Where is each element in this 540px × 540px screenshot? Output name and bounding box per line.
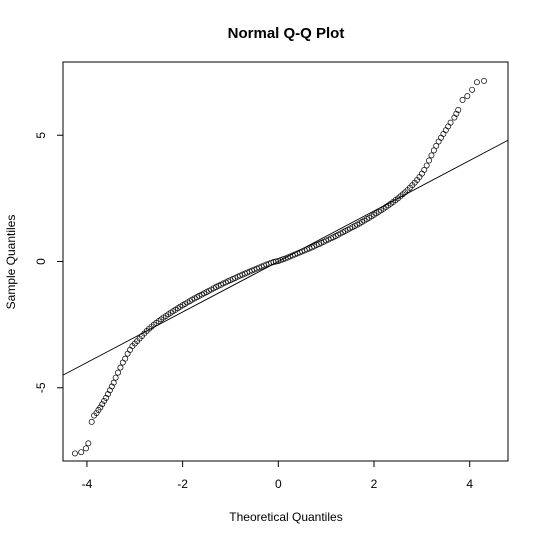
data-point [83, 445, 89, 452]
data-point [451, 114, 458, 121]
data-point [447, 119, 454, 126]
data-point [78, 449, 85, 456]
data-point [112, 374, 119, 381]
data-point [99, 401, 106, 408]
sample-points [72, 77, 488, 457]
y-tick-label: 0 [34, 258, 48, 265]
data-point [481, 77, 488, 84]
data-point [103, 394, 110, 401]
data-point [127, 346, 133, 353]
x-axis: -4 -2 0 2 4 [82, 461, 473, 491]
x-tick-label: -4 [82, 477, 93, 491]
data-point [85, 440, 92, 447]
data-point [115, 369, 121, 376]
data-point [435, 138, 442, 145]
data-point [438, 134, 444, 141]
plot-frame [62, 61, 509, 462]
data-point [93, 410, 100, 416]
reference-line [62, 139, 509, 376]
y-tick-label: -5 [34, 382, 48, 393]
data-point [464, 93, 471, 100]
data-point [101, 397, 108, 404]
y-axis-label: Sample Quantiles [4, 215, 18, 310]
y-axis: -5 0 5 [34, 132, 63, 393]
data-point [455, 107, 462, 113]
data-point [442, 127, 449, 134]
x-axis-label: Theoretical Quantiles [229, 510, 342, 524]
data-point [426, 157, 432, 164]
data-point [117, 364, 124, 371]
data-point [88, 418, 95, 425]
data-point [469, 86, 476, 93]
data-point [423, 162, 430, 169]
data-point [459, 96, 466, 103]
y-tick-label: 5 [34, 132, 48, 139]
data-point [110, 379, 117, 386]
data-point [430, 147, 437, 154]
data-point [108, 383, 115, 390]
data-point [105, 391, 111, 398]
x-tick-label: 2 [371, 477, 378, 491]
data-point [445, 123, 452, 130]
data-point [124, 350, 131, 357]
data-point [440, 131, 447, 137]
data-point [106, 387, 113, 394]
data-point [97, 404, 104, 411]
data-point [119, 359, 126, 366]
x-tick-label: 0 [275, 477, 282, 491]
data-point [453, 110, 460, 117]
chart-title: Normal Q-Q Plot [228, 25, 345, 42]
x-tick-label: -2 [177, 477, 188, 491]
data-point [428, 152, 435, 159]
x-tick-label: 4 [466, 477, 473, 491]
data-point [473, 79, 480, 86]
data-point [72, 450, 78, 457]
data-point [122, 355, 129, 362]
